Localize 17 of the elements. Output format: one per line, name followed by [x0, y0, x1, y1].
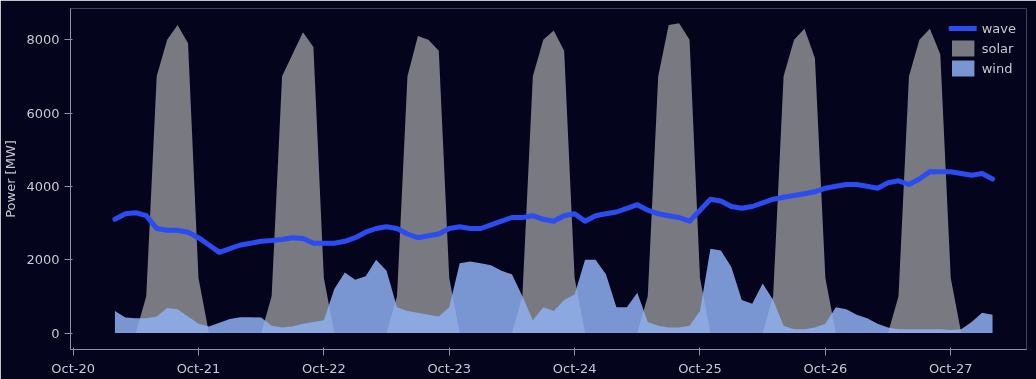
x-tick-label: Oct-26: [803, 360, 848, 376]
y-tick-label: 6000: [26, 105, 60, 121]
x-tick-label: Oct-27: [928, 360, 973, 376]
y-tick-label: 4000: [26, 178, 60, 194]
y-axis-title: Power [MW]: [3, 140, 19, 218]
x-tick-label: Oct-22: [302, 360, 346, 376]
x-tick-label: Oct-21: [176, 360, 221, 376]
x-tick-label: Oct-20: [51, 360, 95, 376]
legend-label: wind: [981, 60, 1013, 76]
x-tick-label: Oct-23: [427, 360, 472, 376]
y-tick-label: 0: [51, 325, 60, 341]
x-tick-label: Oct-25: [678, 360, 722, 376]
x-tick-label: Oct-24: [552, 360, 597, 376]
legend-label: solar: [981, 40, 1014, 56]
legend-label: wave: [981, 20, 1016, 36]
y-tick-label: 8000: [26, 32, 60, 48]
y-tick-label: 2000: [26, 252, 60, 268]
